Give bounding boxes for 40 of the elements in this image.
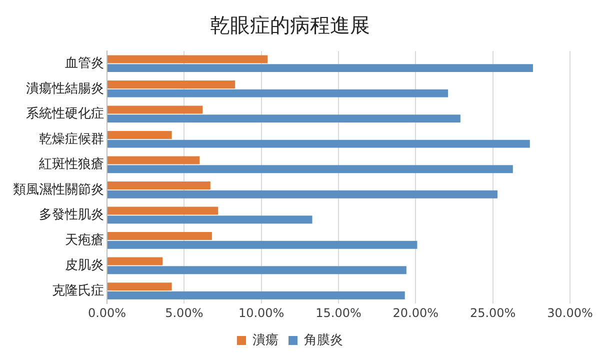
bar xyxy=(108,106,203,114)
bar xyxy=(108,190,498,198)
bar xyxy=(108,80,236,88)
bar xyxy=(108,64,533,72)
y-tick-label: 類風濕性關節炎 xyxy=(13,182,104,198)
bar xyxy=(108,156,200,164)
y-tick-label: 克隆氏症 xyxy=(52,283,104,298)
y-tick-label: 乾燥症候群 xyxy=(39,132,104,147)
bar xyxy=(108,232,212,240)
y-tick-label: 血管炎 xyxy=(65,56,104,72)
bar xyxy=(108,240,418,249)
legend-label: 角膜炎 xyxy=(304,332,343,348)
x-tick-label: 10.00% xyxy=(238,306,284,320)
bar xyxy=(108,140,530,148)
bar xyxy=(108,55,268,64)
bar xyxy=(108,282,172,291)
x-tick-label: 20.00% xyxy=(392,306,439,320)
x-tick-label: 5.00% xyxy=(165,306,204,320)
bar xyxy=(108,216,312,224)
x-tick-label: 25.00% xyxy=(470,306,516,320)
y-tick-label: 潰瘍性結腸炎 xyxy=(26,81,104,96)
bar xyxy=(108,206,218,215)
chart-title: 乾眼症的病程進展 xyxy=(210,13,370,38)
bar xyxy=(108,89,448,98)
x-tick-label: 15.00% xyxy=(316,306,362,320)
y-tick-label: 多發性肌炎 xyxy=(39,208,104,223)
y-tick-label: 系統性硬化症 xyxy=(26,106,104,122)
x-tick-label: 0.00% xyxy=(88,306,126,320)
y-tick-label: 紅斑性狼瘡 xyxy=(39,157,104,172)
bar xyxy=(108,165,513,174)
bar xyxy=(108,182,210,190)
bar xyxy=(108,257,163,266)
bar xyxy=(108,266,406,274)
legend-label: 潰瘍 xyxy=(252,332,278,348)
bar xyxy=(108,131,172,139)
bar xyxy=(108,114,460,123)
y-tick-label: 天疱瘡 xyxy=(65,232,104,248)
x-tick-label: 30.00% xyxy=(547,306,593,320)
bar xyxy=(108,291,405,300)
y-tick-label: 皮肌炎 xyxy=(65,258,104,274)
